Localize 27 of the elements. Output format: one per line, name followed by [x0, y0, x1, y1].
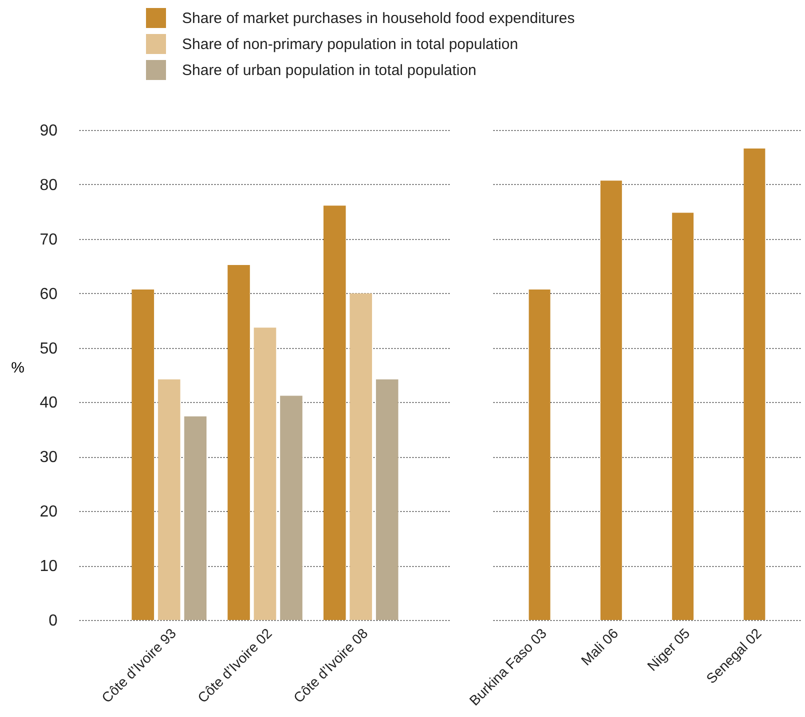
bar	[744, 148, 766, 620]
y-tick-label: 70	[40, 231, 58, 248]
bar	[158, 379, 180, 620]
y-tick-label: 20	[40, 504, 58, 521]
y-axis-title: %	[11, 360, 24, 376]
y-tick-label: 60	[40, 286, 58, 303]
bar	[323, 206, 346, 620]
legend-label: Share of non-primary population in total population	[182, 36, 518, 53]
y-tick-label: 10	[40, 558, 58, 576]
bar	[350, 293, 372, 620]
bar	[132, 290, 154, 620]
bar	[600, 180, 622, 620]
bar	[376, 379, 398, 620]
bar	[528, 290, 550, 620]
legend-label: Share of market purchases in household food expenditures	[182, 10, 575, 27]
bar	[228, 265, 250, 620]
bar	[672, 212, 694, 620]
y-tick-label: 90	[40, 122, 58, 140]
y-tick-label: 0	[48, 612, 58, 630]
bar	[280, 396, 302, 620]
bar	[184, 416, 207, 620]
y-tick-label: 40	[40, 394, 58, 412]
y-tick-label: 80	[40, 176, 58, 194]
y-tick-label: 30	[40, 449, 58, 466]
y-tick-label: 50	[40, 340, 58, 358]
legend-label: Share of urban population in total population	[182, 62, 476, 79]
bar	[254, 328, 276, 620]
